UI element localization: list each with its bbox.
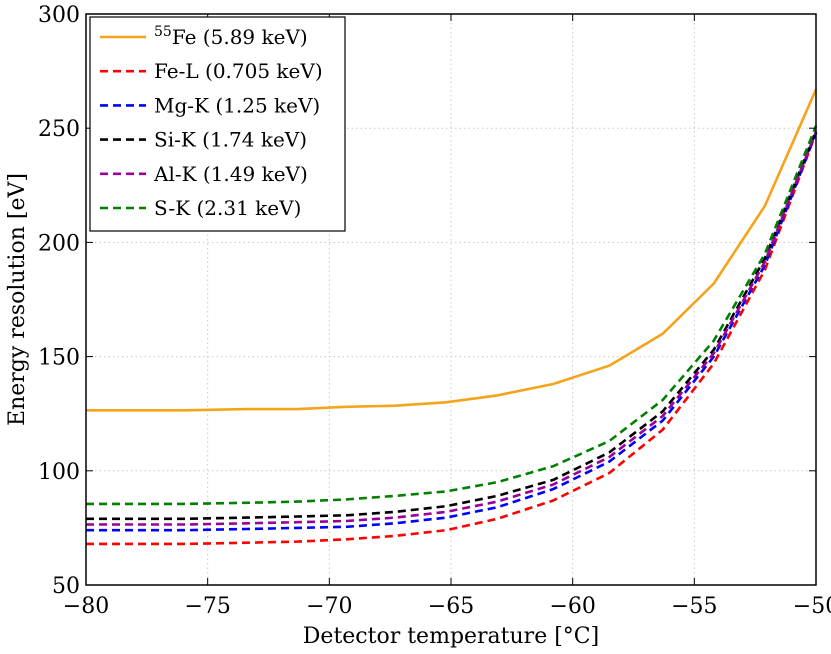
y-tick-label: 50 — [52, 574, 80, 599]
x-tick-label: −65 — [428, 594, 474, 619]
legend-label-1: Fe-L (0.705 keV) — [154, 59, 323, 83]
x-tick-label: −75 — [184, 594, 230, 619]
y-tick-label: 150 — [38, 346, 80, 371]
legend-label-4: Al-K (1.49 keV) — [153, 162, 308, 186]
legend-superscript: 55 — [154, 24, 172, 40]
series-line-2 — [86, 132, 818, 532]
x-tick-label: −80 — [63, 594, 109, 619]
x-tick-label: −60 — [549, 594, 595, 619]
legend: 55Fe (5.89 keV) Fe-L (0.705 keV) Mg-K (1.2… — [89, 16, 346, 232]
x-axis-label: Detector temperature [°C] — [303, 624, 599, 649]
legend-label-3: Si-K (1.74 keV) — [154, 128, 307, 152]
legend-label-0: 55Fe (5.89 keV) — [154, 24, 308, 49]
ticks: −80 −75 −70 −65 −60 −55 −50 50 100 150 200 250 300 — [38, 3, 831, 619]
y-tick-label: 200 — [38, 231, 80, 256]
y-axis-label: Energy resolution [eV] — [5, 173, 30, 426]
y-tick-label: 300 — [38, 3, 80, 28]
series-line-1 — [86, 132, 818, 546]
x-tick-label: −50 — [793, 594, 831, 619]
x-tick-label: −55 — [671, 594, 717, 619]
series-line-0 — [86, 88, 818, 412]
y-tick-label: 250 — [38, 117, 80, 142]
legend-box — [89, 16, 346, 232]
series-layer — [86, 88, 818, 546]
legend-label-2: Mg-K (1.25 keV) — [154, 93, 320, 117]
legend-label-5: S-K (2.31 keV) — [154, 196, 301, 220]
series-line-4 — [86, 131, 818, 526]
y-tick-label: 100 — [38, 460, 80, 485]
x-tick-label: −70 — [306, 594, 352, 619]
series-line-3 — [86, 130, 818, 521]
series-line-5 — [86, 125, 818, 506]
